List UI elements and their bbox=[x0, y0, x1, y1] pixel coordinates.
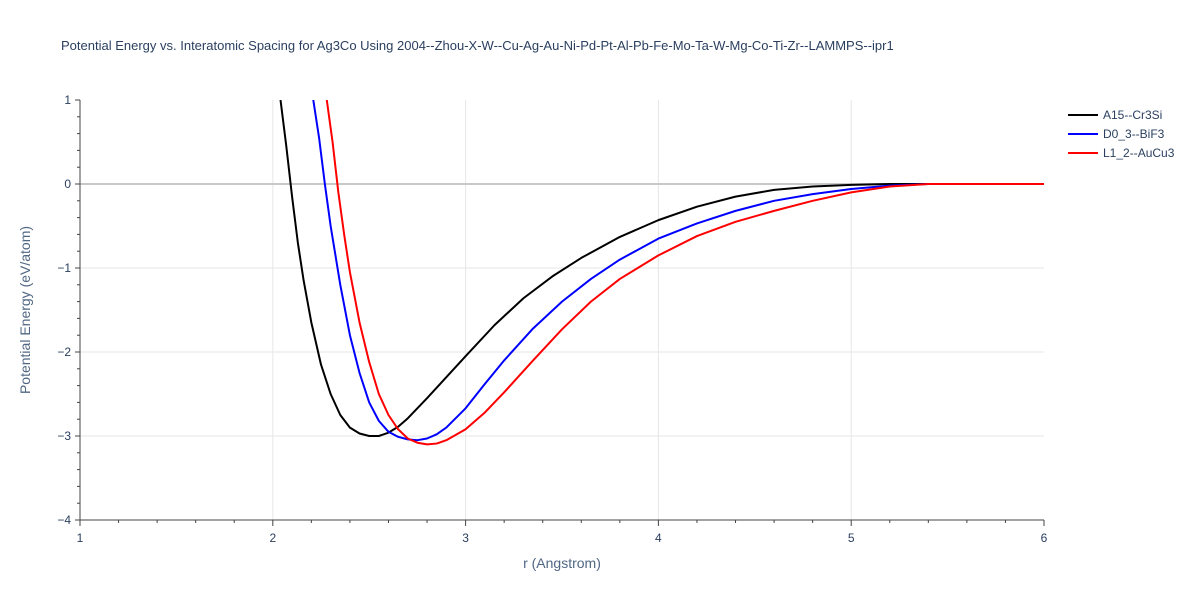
legend-label: A15--Cr3Si bbox=[1103, 108, 1162, 122]
y-tick-label: −3 bbox=[57, 429, 71, 443]
x-tick-label: 4 bbox=[655, 531, 662, 545]
tick-labels: 1 2 3 4 5 6 1 0 −1 −2 −3 −4 bbox=[57, 93, 1047, 545]
y-tick-label: −4 bbox=[57, 513, 71, 527]
grid bbox=[80, 100, 1044, 520]
legend-item[interactable]: D0_3--BiF3 bbox=[1068, 127, 1165, 141]
legend-item[interactable]: L1_2--AuCu3 bbox=[1068, 146, 1175, 160]
y-axis-title: Potential Energy (eV/atom) bbox=[17, 226, 33, 394]
x-tick-label: 2 bbox=[269, 531, 276, 545]
series-lines bbox=[279, 100, 1044, 446]
y-tick-label: 1 bbox=[64, 93, 71, 107]
series-line-0 bbox=[279, 100, 1044, 437]
x-tick-label: 3 bbox=[462, 531, 469, 545]
legend[interactable]: A15--Cr3Si D0_3--BiF3 L1_2--AuCu3 bbox=[1068, 108, 1175, 160]
series-line-1 bbox=[312, 100, 1044, 442]
x-tick-label: 1 bbox=[77, 531, 84, 545]
x-tick-label: 5 bbox=[848, 531, 855, 545]
series-line-2 bbox=[325, 100, 1044, 446]
x-axis-title: r (Angstrom) bbox=[523, 555, 601, 571]
x-tick-label: 6 bbox=[1041, 531, 1048, 545]
legend-item[interactable]: A15--Cr3Si bbox=[1068, 108, 1162, 122]
y-tick-label: −1 bbox=[57, 261, 71, 275]
y-tick-label: −2 bbox=[57, 345, 71, 359]
y-tick-label: 0 bbox=[64, 177, 71, 191]
legend-label: L1_2--AuCu3 bbox=[1103, 146, 1175, 160]
chart-title: Potential Energy vs. Interatomic Spacing… bbox=[61, 38, 894, 53]
axes bbox=[75, 99, 1045, 526]
legend-label: D0_3--BiF3 bbox=[1103, 127, 1165, 141]
